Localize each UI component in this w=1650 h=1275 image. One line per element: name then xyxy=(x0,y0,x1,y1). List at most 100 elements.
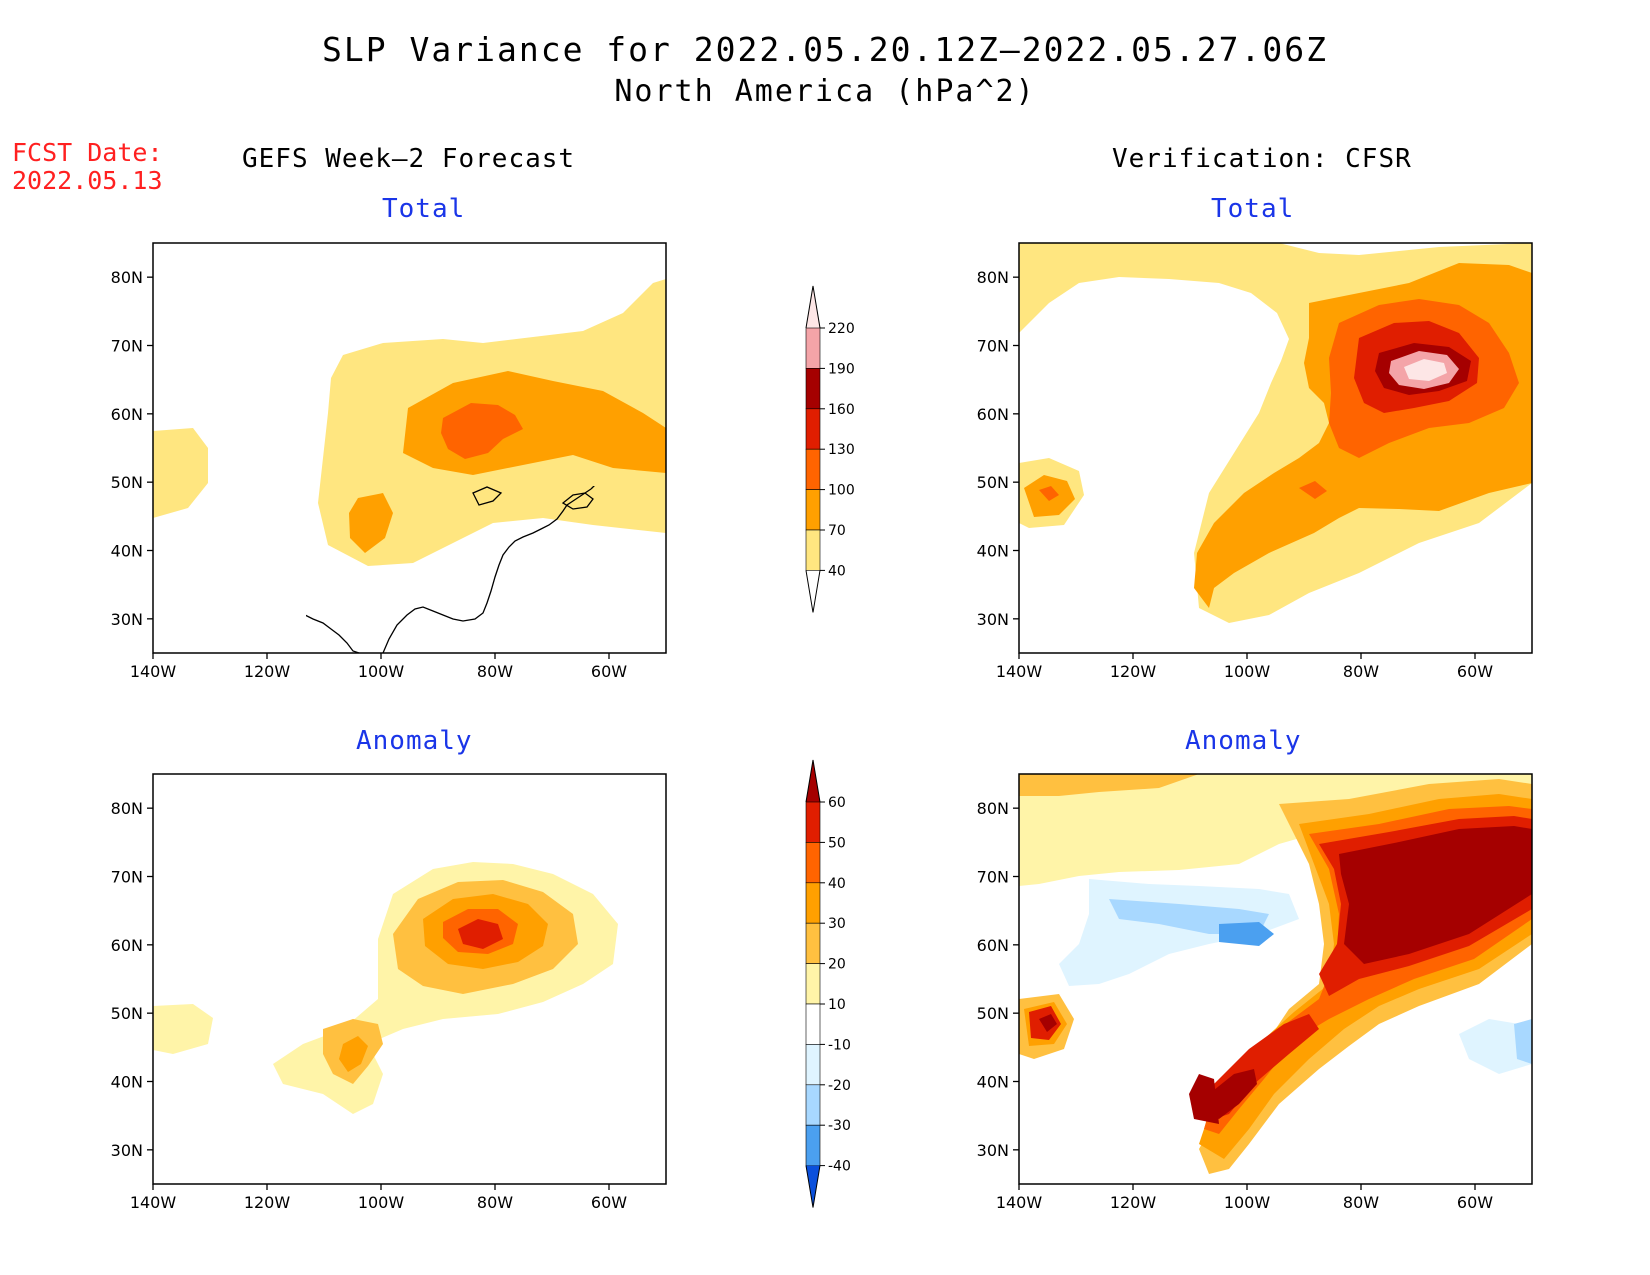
anomaly-colorbar-swatch xyxy=(805,922,821,964)
total-colorbar-top-cap xyxy=(805,285,821,329)
total-colorbar-swatch xyxy=(805,368,821,410)
anomaly-colorbar-label: 30 xyxy=(828,916,846,932)
lat-tick-label: 60N xyxy=(977,936,1009,955)
anomaly-colorbar-top-cap xyxy=(805,759,821,803)
lon-tick-label: 100W xyxy=(1224,1193,1271,1212)
axes-layer: 140W 120W 100W 80W 60W 80N 70N 60N 50N 40N 30N 140W… xyxy=(111,268,1494,1212)
lon-tick-label: 60W xyxy=(1457,662,1493,681)
total-colorbar-label: 100 xyxy=(828,483,855,499)
lon-tick-label: 140W xyxy=(996,662,1043,681)
gefs-anomaly-map xyxy=(153,862,618,1114)
gefs-total-map xyxy=(153,279,666,566)
anomaly-colorbar-label: 60 xyxy=(828,795,846,811)
anomaly-colorbar-swatch xyxy=(805,1084,821,1126)
total-colorbar-swatch xyxy=(805,408,821,450)
anomaly-colorbar-label: -20 xyxy=(828,1078,851,1094)
left-column-header: GEFS Week–2 Forecast xyxy=(242,144,576,174)
anomaly-colorbar-swatch xyxy=(805,801,821,843)
gefs-anomaly-title: Anomaly xyxy=(356,726,473,756)
total-colorbar-swatch xyxy=(805,327,821,369)
lat-tick-label: 60N xyxy=(111,405,143,424)
lon-tick-label: 120W xyxy=(1110,1193,1157,1212)
lat-tick-label: 40N xyxy=(111,542,143,561)
lon-tick-label: 100W xyxy=(358,1193,405,1212)
lat-tick-label: 30N xyxy=(977,1141,1009,1160)
lat-tick-label: 60N xyxy=(111,936,143,955)
lat-tick-label: 80N xyxy=(977,268,1009,287)
total-colorbar-label: 160 xyxy=(828,402,855,418)
lat-tick-label: 30N xyxy=(111,1141,143,1160)
lon-tick-label: 140W xyxy=(130,1193,177,1212)
right-column-header: Verification: CFSR xyxy=(1112,144,1412,174)
cfsr-anomaly-title: Anomaly xyxy=(1185,726,1302,756)
lon-tick-label: 120W xyxy=(1110,662,1157,681)
total-colorbar-bottom-cap xyxy=(805,570,821,613)
total-colorbar-label: 190 xyxy=(828,361,855,377)
lon-tick-label: 100W xyxy=(358,662,405,681)
lat-tick-label: 70N xyxy=(977,868,1009,887)
lat-tick-label: 30N xyxy=(977,610,1009,629)
cfsr-total-frame xyxy=(1018,242,1533,654)
fcst-date-label: FCST Date: xyxy=(12,138,163,167)
lon-tick-label: 140W xyxy=(130,662,177,681)
gefs-total-title: Total xyxy=(382,194,466,224)
lat-tick-label: 50N xyxy=(111,473,143,492)
anomaly-colorbar-label: -30 xyxy=(828,1118,851,1134)
lon-tick-label: 140W xyxy=(996,1193,1043,1212)
anomaly-colorbar-label: -40 xyxy=(828,1159,851,1175)
anomaly-colorbar-swatch xyxy=(805,1003,821,1045)
gefs-anomaly-frame xyxy=(152,773,667,1185)
lon-tick-label: 80W xyxy=(1343,1193,1379,1212)
gefs-total-frame xyxy=(152,242,667,654)
anomaly-colorbar-label: 20 xyxy=(828,957,846,973)
anomaly-colorbar-swatch xyxy=(805,1044,821,1086)
cfsr-total-title: Total xyxy=(1211,194,1295,224)
anomaly-colorbar-label: 10 xyxy=(828,997,846,1013)
anomaly-colorbar-bottom-cap xyxy=(805,1165,821,1208)
lon-tick-label: 80W xyxy=(1343,662,1379,681)
lat-tick-label: 70N xyxy=(977,337,1009,356)
anomaly-colorbar-swatch xyxy=(805,1124,821,1166)
colorbar-layer: 40 70 100 130 160 190 220 60 50 40 30 20 10 -10 -20 -30… xyxy=(805,285,855,1208)
lon-tick-label: 120W xyxy=(244,662,291,681)
lat-tick-label: 80N xyxy=(977,799,1009,818)
total-colorbar-swatch xyxy=(805,489,821,531)
lon-tick-label: 60W xyxy=(1457,1193,1493,1212)
lat-tick-label: 70N xyxy=(111,868,143,887)
cfsr-anomaly-frame xyxy=(1018,773,1533,1185)
chart-title: SLP Variance for 2022.05.20.12Z–2022.05.… xyxy=(322,30,1328,69)
fcst-date-value: 2022.05.13 xyxy=(12,166,163,195)
lat-tick-label: 40N xyxy=(977,1073,1009,1092)
lat-tick-label: 50N xyxy=(977,473,1009,492)
lon-tick-label: 80W xyxy=(477,662,513,681)
lat-tick-label: 80N xyxy=(111,268,143,287)
lon-tick-label: 60W xyxy=(591,662,627,681)
cfsr-anomaly-map xyxy=(1019,774,1532,1174)
total-colorbar-label: 40 xyxy=(828,563,846,579)
lon-tick-label: 80W xyxy=(477,1193,513,1212)
total-colorbar-swatch xyxy=(805,448,821,490)
lat-tick-label: 50N xyxy=(111,1004,143,1023)
anomaly-colorbar-swatch xyxy=(805,963,821,1005)
lat-tick-label: 30N xyxy=(111,610,143,629)
total-colorbar-swatch xyxy=(805,529,821,571)
total-colorbar-label: 70 xyxy=(828,523,846,539)
anomaly-colorbar-swatch xyxy=(805,882,821,924)
lat-tick-label: 80N xyxy=(111,799,143,818)
lat-tick-label: 40N xyxy=(111,1073,143,1092)
cfsr-total-map xyxy=(1019,243,1532,623)
lon-tick-label: 120W xyxy=(244,1193,291,1212)
anomaly-colorbar-label: 40 xyxy=(828,876,846,892)
lat-tick-label: 40N xyxy=(977,542,1009,561)
lat-tick-label: 70N xyxy=(111,337,143,356)
anomaly-colorbar-swatch xyxy=(805,842,821,884)
anomaly-colorbar-label: 50 xyxy=(828,835,846,851)
lat-tick-label: 60N xyxy=(977,405,1009,424)
chart-subtitle: North America (hPa^2) xyxy=(614,74,1036,109)
total-colorbar-label: 130 xyxy=(828,442,855,458)
total-colorbar-label: 220 xyxy=(828,321,855,337)
lat-tick-label: 50N xyxy=(977,1004,1009,1023)
lon-tick-label: 100W xyxy=(1224,662,1271,681)
lon-tick-label: 60W xyxy=(591,1193,627,1212)
